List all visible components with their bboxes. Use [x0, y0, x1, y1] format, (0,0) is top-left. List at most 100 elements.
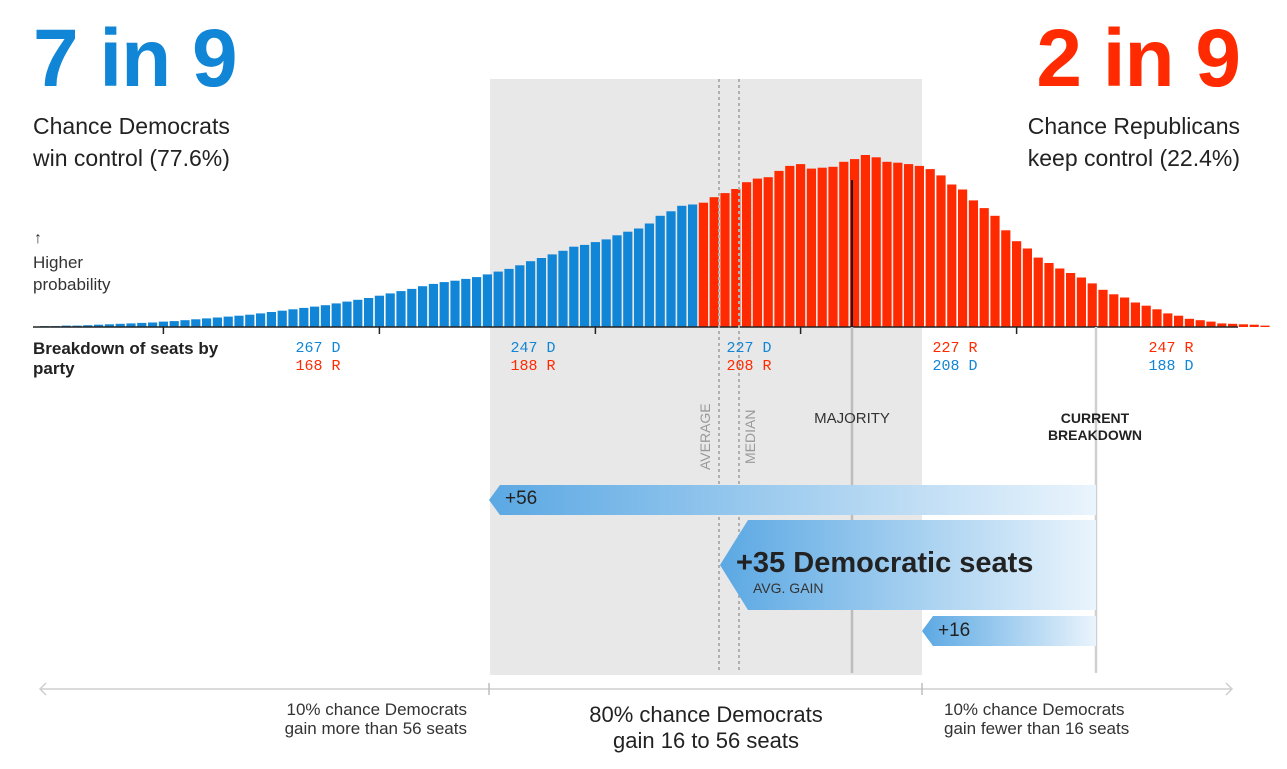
bottom-left-line1: 10% chance Democrats [286, 700, 467, 719]
dem-odds: 7 in 9 [33, 13, 238, 104]
tick-rep: 188 R [510, 358, 556, 375]
histogram-bar [709, 197, 719, 327]
histogram-bar [180, 320, 190, 327]
histogram-bar [936, 175, 946, 327]
bottom-right-note: 10% chance Democrats gain fewer than 16 … [944, 700, 1204, 738]
histogram-bar [774, 170, 784, 327]
histogram-bar [256, 313, 266, 327]
x-axis-ticks [162, 327, 1018, 334]
histogram-bar [893, 162, 903, 327]
y-axis-label: Higher probability [33, 252, 143, 296]
breakdown-label-line1: Breakdown of seats by [33, 339, 219, 358]
histogram-bar [115, 323, 125, 327]
histogram-bar [288, 309, 298, 327]
histogram-bar [1217, 323, 1227, 327]
histogram-bar [1055, 268, 1065, 327]
breakdown-label-line2: party [33, 359, 75, 378]
bottom-mid-line2: gain 16 to 56 seats [613, 728, 799, 753]
histogram-bar [461, 278, 471, 327]
histogram-bar [1087, 283, 1097, 327]
histogram-bar [515, 265, 525, 327]
histogram-bar [990, 215, 1000, 327]
histogram-bar [1012, 241, 1022, 327]
median-label: MEDIAN [742, 409, 758, 464]
histogram-bar [482, 274, 492, 327]
histogram-bar [1195, 320, 1205, 327]
histogram-bar [968, 200, 978, 327]
histogram-bar [590, 242, 600, 327]
histogram-bar [688, 204, 698, 327]
bottom-scale-left-arrow [38, 682, 47, 696]
histogram-bar [796, 164, 806, 327]
histogram-bar [223, 316, 233, 327]
histogram-bar [266, 312, 276, 327]
histogram-bar [320, 305, 330, 327]
dem-chance-line2: win control (77.6%) [33, 145, 230, 171]
breakdown-label: Breakdown of seats by party [33, 339, 253, 379]
histogram-bar [612, 235, 622, 327]
histogram-bar [1184, 318, 1194, 327]
y-axis-label-line2: probability [33, 275, 111, 294]
histogram-bar [850, 159, 860, 327]
histogram-bar [364, 298, 374, 327]
histogram-bar [1249, 324, 1259, 327]
bottom-left-line2: gain more than 56 seats [284, 719, 467, 738]
histogram-bar [666, 211, 676, 327]
current-breakdown-label: CURRENT BREAKDOWN [1030, 410, 1160, 444]
histogram-bar [569, 246, 579, 327]
histogram-bar [947, 184, 957, 327]
histogram-bar [1238, 324, 1248, 327]
histogram-bar [396, 291, 406, 327]
tick-rep: 227 R [932, 340, 978, 357]
gain-low-label: +16 [938, 620, 971, 641]
histogram-bar [1098, 289, 1108, 327]
histogram-bar [169, 321, 179, 327]
histogram-bar [763, 177, 773, 327]
histogram-bar [245, 314, 255, 327]
tick-dem: 208 D [932, 358, 978, 375]
histogram-bar [439, 282, 449, 327]
histogram-bar [601, 239, 611, 327]
rep-odds: 2 in 9 [1036, 13, 1241, 104]
histogram-bar [785, 165, 795, 327]
tick-label-227d: 227 D 208 R [709, 340, 789, 376]
histogram-bar [353, 299, 363, 327]
histogram-bar [677, 205, 687, 327]
bottom-right-line1: 10% chance Democrats [944, 700, 1125, 719]
histogram-bar [742, 182, 752, 327]
histogram-bar [385, 293, 395, 327]
histogram-bar [104, 324, 114, 327]
histogram-bar [1260, 325, 1270, 327]
histogram-bar [1109, 294, 1119, 327]
histogram-bar [407, 288, 417, 327]
gain-bar-low [922, 616, 1096, 646]
dem-chance-line1: Chance Democrats [33, 113, 230, 139]
rep-chance-line2: keep control (22.4%) [1027, 145, 1240, 171]
histogram-bar [698, 202, 708, 327]
histogram-bar [450, 280, 460, 327]
histogram-bar [493, 271, 503, 327]
histogram-bar [547, 254, 557, 327]
majority-label: MAJORITY [814, 410, 890, 427]
histogram-bar [1130, 302, 1140, 327]
histogram-bar [418, 286, 428, 327]
tick-dem: 227 D [726, 340, 772, 357]
gain-avg-sublabel: AVG. GAIN [753, 580, 824, 596]
histogram-bar [720, 193, 730, 327]
histogram-bar [1066, 273, 1076, 327]
histogram-bar [904, 164, 914, 327]
histogram-bars [40, 155, 1270, 327]
histogram-bar [817, 167, 827, 327]
histogram-bar [925, 169, 935, 327]
bottom-left-note: 10% chance Democrats gain more than 56 s… [200, 700, 467, 738]
histogram-bar [1174, 315, 1184, 327]
tick-dem: 188 D [1148, 358, 1194, 375]
histogram-bar [828, 166, 838, 327]
dem-chance-text: Chance Democrats win control (77.6%) [33, 110, 293, 174]
histogram-bar [158, 321, 168, 327]
histogram-bar [1022, 248, 1032, 327]
gain-bar-high [489, 485, 1096, 515]
tick-rep: 168 R [295, 358, 341, 375]
histogram-bar [752, 178, 762, 327]
